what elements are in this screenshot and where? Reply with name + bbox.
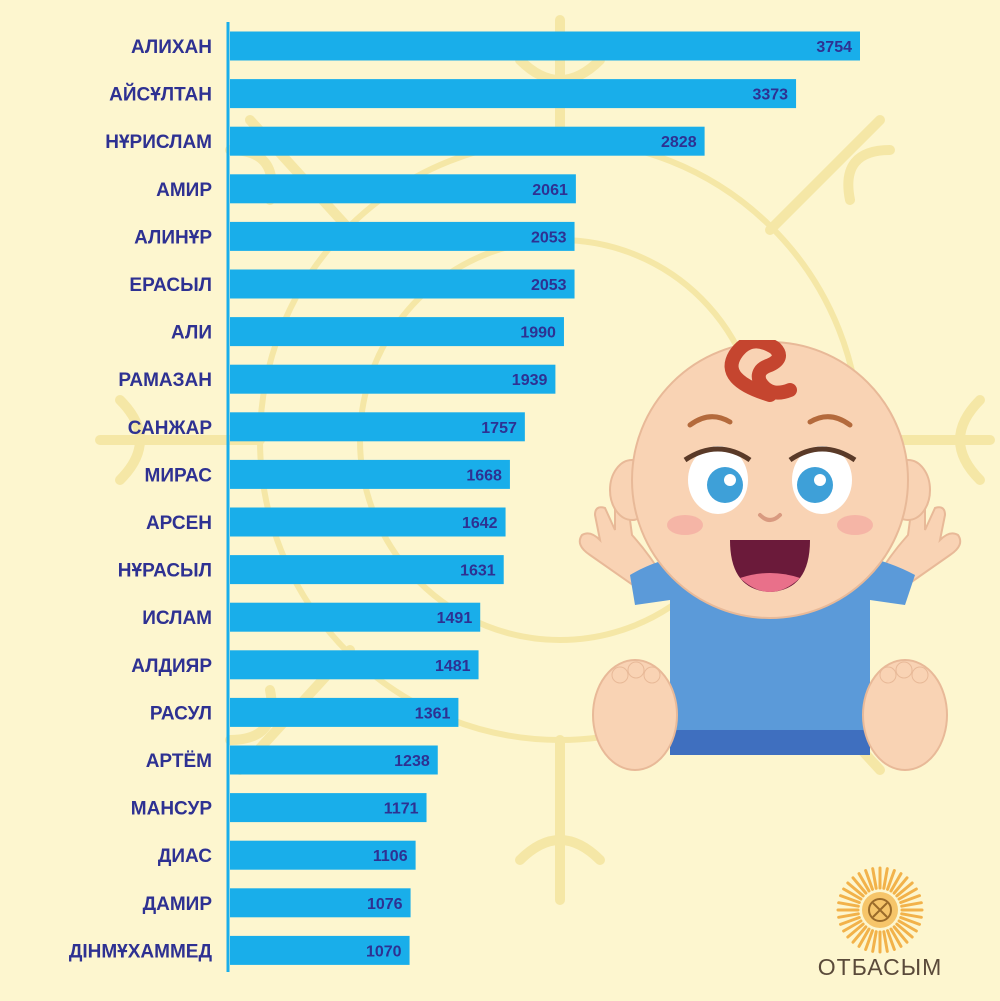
otbasym-logo: ОТБАСЫМ bbox=[800, 862, 960, 987]
value-label: 1076 bbox=[367, 896, 403, 913]
category-label: АРТЁМ bbox=[146, 751, 212, 772]
bar bbox=[230, 697, 459, 727]
value-label: 1631 bbox=[460, 563, 496, 580]
value-label: 1939 bbox=[512, 372, 548, 389]
value-label: 1070 bbox=[366, 943, 402, 960]
bar bbox=[230, 126, 705, 156]
category-label: АЛИХАН bbox=[131, 37, 212, 58]
category-label: АРСЕН bbox=[146, 513, 212, 534]
value-label: 1668 bbox=[466, 467, 502, 484]
bar bbox=[230, 555, 504, 585]
category-label: АЛИНҰР bbox=[134, 227, 212, 248]
logo-wordmark: ОТБАСЫМ bbox=[817, 954, 943, 980]
value-label: 1481 bbox=[435, 658, 471, 675]
category-label: ДИАС bbox=[158, 846, 212, 867]
bar bbox=[230, 31, 860, 61]
value-label: 1757 bbox=[481, 420, 517, 437]
category-label: САНЖАР bbox=[128, 418, 213, 439]
value-label: 1990 bbox=[520, 325, 556, 342]
value-label: 1642 bbox=[462, 515, 498, 532]
category-label: МАНСУР bbox=[131, 799, 213, 820]
baby-illustration bbox=[578, 340, 962, 771]
category-label: АЙСҰЛТАН bbox=[109, 84, 212, 106]
bar bbox=[230, 459, 510, 489]
bar bbox=[230, 364, 556, 394]
bar bbox=[230, 793, 427, 823]
category-label: РАСУЛ bbox=[150, 703, 212, 724]
category-label: ИСЛАМ bbox=[142, 608, 212, 629]
bar bbox=[230, 602, 481, 632]
category-label: ЕРАСЫЛ bbox=[129, 275, 212, 296]
value-label: 1238 bbox=[394, 753, 430, 770]
bar bbox=[230, 935, 410, 965]
value-label: 2828 bbox=[661, 134, 697, 151]
bar bbox=[230, 412, 525, 442]
category-label: МИРАС bbox=[145, 465, 213, 486]
category-label: НҰРИСЛАМ bbox=[105, 132, 212, 153]
bar bbox=[230, 317, 564, 347]
bar bbox=[230, 507, 506, 537]
value-label: 1106 bbox=[373, 848, 408, 865]
category-label: НҰРАСЫЛ bbox=[118, 561, 212, 582]
bar bbox=[230, 745, 438, 775]
category-label: ДАМИР bbox=[143, 894, 213, 915]
bar bbox=[230, 221, 575, 251]
category-label: АЛДИЯР bbox=[131, 656, 212, 677]
bar bbox=[230, 269, 575, 299]
bar bbox=[230, 650, 479, 680]
sun-emblem-icon bbox=[836, 866, 924, 954]
value-label: 2061 bbox=[532, 182, 568, 199]
value-label: 2053 bbox=[531, 277, 567, 294]
value-label: 3373 bbox=[752, 87, 788, 104]
value-label: 2053 bbox=[531, 229, 567, 246]
bar bbox=[230, 174, 576, 204]
value-label: 3754 bbox=[816, 39, 852, 56]
bar bbox=[230, 79, 797, 109]
value-label: 1491 bbox=[437, 610, 473, 627]
category-label: АМИР bbox=[156, 180, 212, 201]
category-label: РАМАЗАН bbox=[118, 370, 212, 391]
category-label: ДІНМҰХАММЕД bbox=[69, 941, 213, 962]
bar bbox=[230, 840, 416, 870]
bar bbox=[230, 888, 411, 918]
value-label: 1361 bbox=[415, 705, 451, 722]
value-label: 1171 bbox=[384, 801, 419, 818]
category-label: АЛИ bbox=[171, 323, 212, 344]
